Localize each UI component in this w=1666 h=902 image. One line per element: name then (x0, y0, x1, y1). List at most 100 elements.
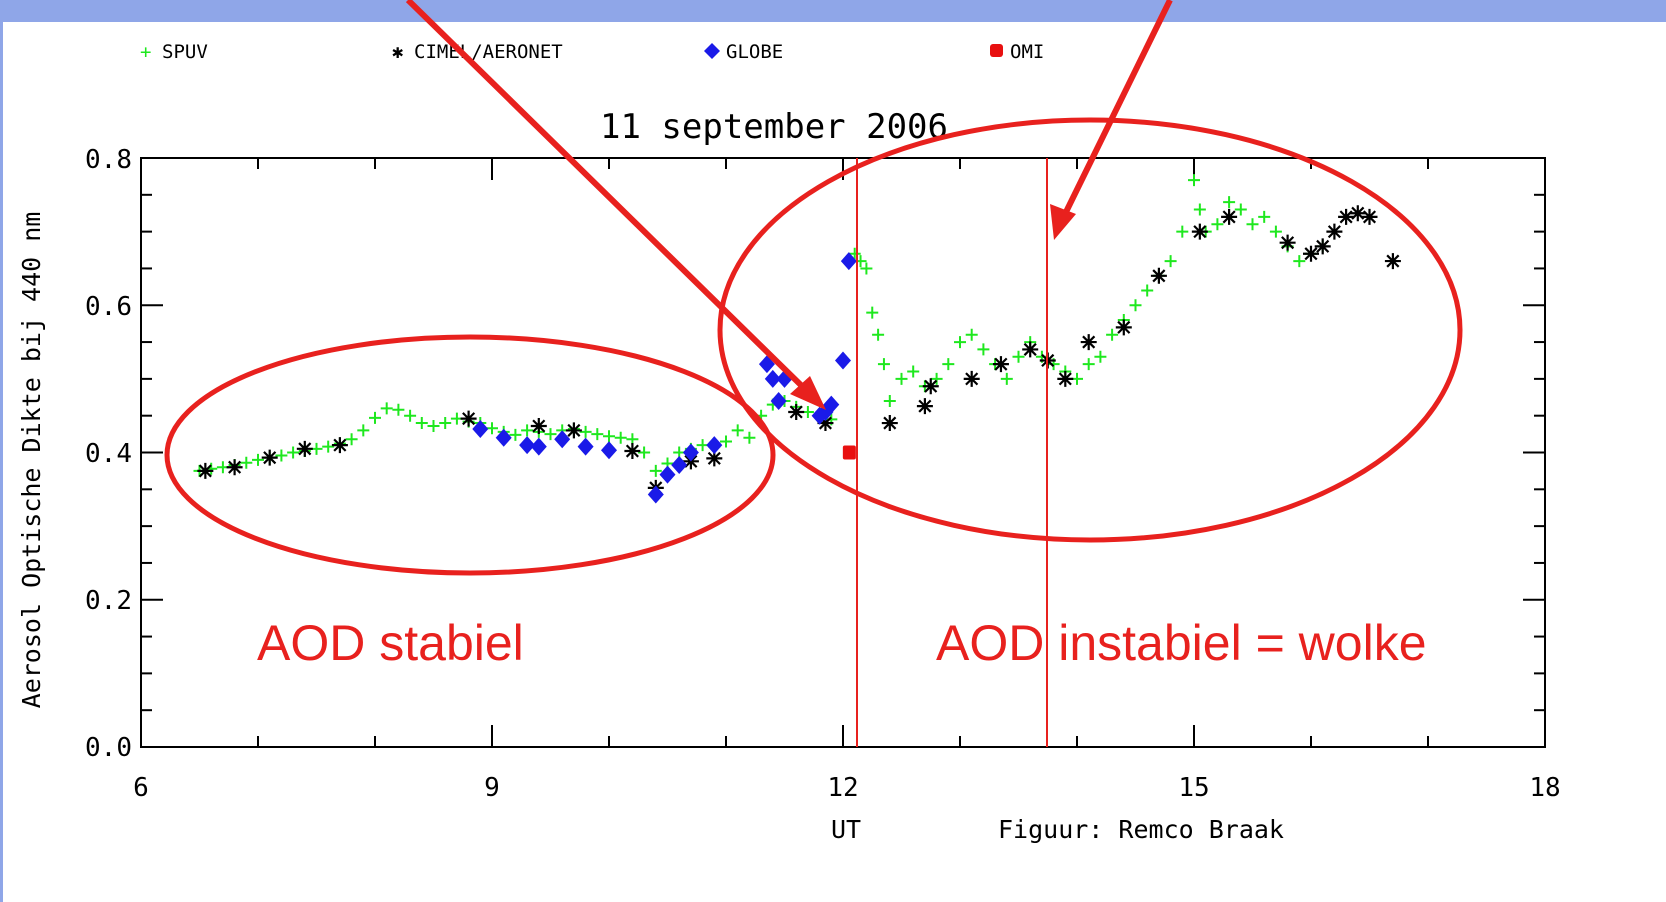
point-spuv (544, 428, 557, 441)
unstable-annotation: AOD instabiel = wolke (936, 615, 1427, 671)
point-spuv (954, 336, 966, 349)
point-spuv (649, 464, 662, 477)
x-tick-label-9: 9 (484, 773, 500, 803)
point-spuv (907, 365, 920, 378)
point-spuv (743, 431, 756, 444)
point-cimel-aeronet (992, 356, 1009, 373)
point-cimel-aeronet (1022, 341, 1039, 358)
chart-title: 11 september 2006 (600, 107, 948, 147)
x-tick-label-15: 15 (1178, 773, 1209, 803)
point-spuv (866, 306, 879, 319)
point-cimel-aeronet (1150, 267, 1167, 284)
point-spuv (1012, 350, 1025, 363)
legend-label-omi: OMI (1010, 41, 1044, 63)
figure-credit: Figuur: Remco Braak (998, 815, 1284, 844)
point-spuv (591, 428, 604, 441)
point-spuv (860, 262, 873, 275)
point-cimel-aeronet (331, 437, 348, 454)
legend-marker-spuv: + (140, 41, 151, 63)
point-cimel-aeronet (881, 415, 898, 432)
stable-region-ellipse (164, 334, 776, 576)
legend-marker-globe (704, 43, 720, 59)
point-cimel-aeronet (1221, 208, 1238, 225)
point-spuv (930, 372, 943, 385)
point-cimel-aeronet (1057, 370, 1074, 387)
point-cimel-aeronet (706, 450, 723, 467)
x-axis-label: UT (831, 815, 861, 844)
point-spuv (252, 453, 264, 466)
y-tick-label-0.6: 0.6 (85, 292, 132, 322)
point-globe (840, 252, 857, 271)
point-spuv (1193, 203, 1206, 216)
point-spuv (486, 422, 498, 435)
point-spuv (1258, 210, 1271, 223)
point-spuv (603, 430, 615, 443)
point-cimel-aeronet (296, 440, 313, 457)
point-cimel-aeronet (1326, 223, 1343, 240)
point-spuv (731, 424, 744, 437)
point-spuv (872, 328, 885, 341)
point-spuv (415, 417, 428, 430)
point-cimel-aeronet (226, 459, 243, 476)
y-tick-label-0.8: 0.8 (85, 145, 132, 175)
legend-label-globe: GLOBE (726, 41, 783, 63)
point-globe (601, 441, 617, 460)
point-cimel-aeronet (1384, 253, 1401, 270)
point-spuv (240, 456, 253, 469)
point-spuv (1000, 372, 1013, 385)
point-globe (706, 436, 723, 455)
arrow-to-right-line (1050, 0, 1173, 240)
point-spuv (509, 428, 522, 441)
point-cimel-aeronet (788, 404, 805, 421)
arrow-to-omi (405, 0, 826, 410)
point-spuv (977, 343, 990, 356)
point-spuv (369, 411, 381, 424)
point-globe (577, 437, 594, 456)
point-cimel-aeronet (530, 417, 547, 434)
point-cimel-aeronet (460, 410, 477, 427)
point-globe (770, 391, 787, 410)
point-cimel-aeronet (1314, 238, 1331, 255)
point-globe (671, 456, 688, 475)
point-spuv (1246, 218, 1259, 231)
point-spuv (427, 419, 440, 432)
point-spuv (1094, 350, 1107, 363)
point-spuv (942, 358, 955, 371)
point-globe (682, 443, 699, 462)
legend-label-spuv: SPUV (162, 41, 208, 63)
point-cimel-aeronet (922, 378, 939, 395)
point-globe (647, 485, 664, 504)
point-spuv (1141, 284, 1154, 297)
point-omi (842, 445, 856, 460)
point-spuv (965, 328, 978, 341)
point-spuv (1269, 225, 1282, 238)
unstable-region-ellipse (717, 117, 1463, 543)
point-spuv (579, 425, 592, 438)
point-spuv (1234, 203, 1247, 216)
point-cimel-aeronet (916, 398, 933, 415)
point-spuv (720, 435, 732, 448)
point-spuv (1176, 225, 1189, 238)
point-spuv (439, 417, 452, 430)
point-cimel-aeronet (817, 415, 834, 432)
y-tick-label-0.0: 0.0 (85, 733, 132, 763)
point-cimel-aeronet (261, 449, 278, 466)
point-cimel-aeronet (1191, 223, 1208, 240)
legend-label-cimel: CIMEL/AERONET (414, 41, 563, 63)
point-spuv (877, 358, 890, 371)
point-cimel-aeronet (1080, 334, 1097, 351)
point-spuv (357, 424, 370, 437)
point-spuv (1211, 218, 1224, 231)
point-spuv (848, 247, 861, 260)
x-tick-label-12: 12 (827, 773, 858, 803)
data-points (193, 174, 1401, 504)
y-axis-label: Aerosol Optische Dikte bij 440 nm (17, 212, 46, 709)
point-globe (554, 430, 571, 449)
stable-annotation: AOD stabiel (257, 615, 524, 671)
point-globe (519, 436, 536, 455)
point-globe (835, 351, 851, 370)
point-spuv (1164, 255, 1177, 268)
y-tick-label-0.2: 0.2 (85, 586, 132, 616)
